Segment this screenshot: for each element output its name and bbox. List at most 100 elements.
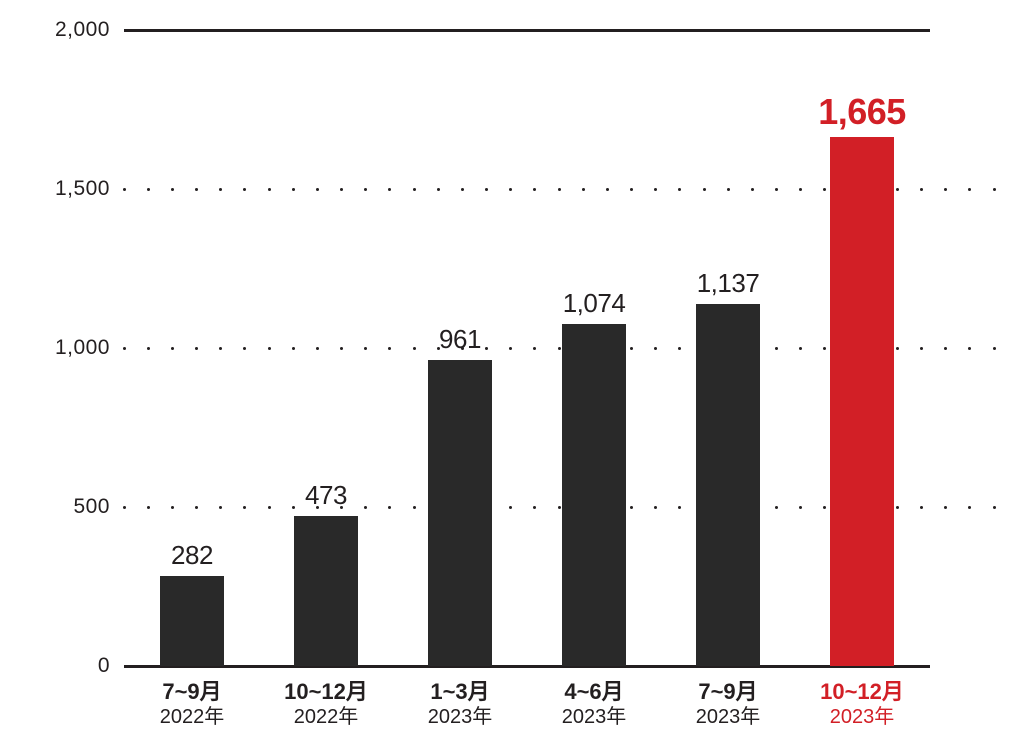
grid-dot [340,188,343,191]
x-category-line2: 2023年 [428,700,493,729]
x-category-line2: 2023年 [696,700,761,729]
grid-dot [558,188,561,191]
bar [294,516,358,666]
grid-dot [509,188,512,191]
grid-dot [413,347,416,350]
grid-dot [219,188,222,191]
y-tick-label: 1,500 [55,177,110,201]
grid-dot [195,506,198,509]
bar [562,324,626,666]
grid-dot [413,506,416,509]
grid-dot [316,188,319,191]
y-tick-label: 500 [73,495,110,519]
grid-dot [292,188,295,191]
grid-dot [993,188,996,191]
grid-dot [727,188,730,191]
grid-dot [993,506,996,509]
grid-dot [316,347,319,350]
grid-dot [678,188,681,191]
grid-dot [799,188,802,191]
y-tick-label: 2,000 [55,18,110,42]
grid-dot [775,506,778,509]
grid-dot [558,506,561,509]
grid-dot [823,347,826,350]
bar [160,576,224,666]
bar-chart: 05001,0001,5002,0002827~9月2022年47310~12月… [0,0,1017,749]
grid-dot [219,506,222,509]
bar [428,360,492,666]
grid-dot [123,506,126,509]
grid-dot [533,347,536,350]
grid-dot [485,188,488,191]
grid-dot [388,188,391,191]
grid-dot [268,506,271,509]
x-category-line2: 2023年 [562,700,627,729]
grid-dot [268,347,271,350]
grid-dot [823,506,826,509]
grid-dot [219,347,222,350]
grid-dot [147,506,150,509]
grid-dot [243,347,246,350]
grid-dot [292,347,295,350]
grid-dot [944,506,947,509]
grid-dot [630,188,633,191]
grid-dot [896,188,899,191]
grid-dot [364,188,367,191]
x-category-line2: 2023年 [830,700,895,729]
grid-dot [292,506,295,509]
grid-dot [340,347,343,350]
grid-dot [606,188,609,191]
grid-dot [654,506,657,509]
grid-dot [630,506,633,509]
grid-dot [799,347,802,350]
grid-dot [775,188,778,191]
grid-dot [147,347,150,350]
bar-value-label: 1,074 [563,288,626,319]
grid-dot [944,347,947,350]
grid-dot [195,347,198,350]
bar [830,137,894,666]
grid-dot [437,188,440,191]
grid-dot [920,347,923,350]
grid-dot [388,506,391,509]
grid-dot [171,347,174,350]
x-axis-line [124,665,930,668]
grid-dot [751,188,754,191]
grid-dot [533,506,536,509]
bar-value-label: 1,137 [697,268,760,299]
bar [696,304,760,666]
grid-dot [243,188,246,191]
bar-value-label: 961 [439,324,481,355]
grid-dot [968,506,971,509]
grid-dot [896,347,899,350]
bar-value-label: 1,665 [818,91,906,133]
grid-dot [920,506,923,509]
x-category-line2: 2022年 [160,700,225,729]
grid-dot [147,188,150,191]
grid-dot [195,188,198,191]
grid-dot [944,188,947,191]
grid-dot [171,188,174,191]
y-tick-label: 1,000 [55,336,110,360]
grid-dot [364,506,367,509]
grid-dot [388,347,391,350]
grid-dot [678,347,681,350]
grid-dot [268,188,271,191]
grid-dot [968,347,971,350]
grid-dot [968,188,971,191]
grid-dot [364,347,367,350]
grid-dot [582,188,585,191]
grid-dot [920,188,923,191]
grid-dot [654,188,657,191]
grid-dot [461,188,464,191]
grid-dot [654,347,657,350]
grid-dot [678,506,681,509]
grid-dot [123,347,126,350]
grid-dot [558,347,561,350]
grid-dot [243,506,246,509]
grid-dot [509,506,512,509]
grid-dot [171,506,174,509]
grid-dot [896,506,899,509]
grid-dot [533,188,536,191]
grid-dot [509,347,512,350]
